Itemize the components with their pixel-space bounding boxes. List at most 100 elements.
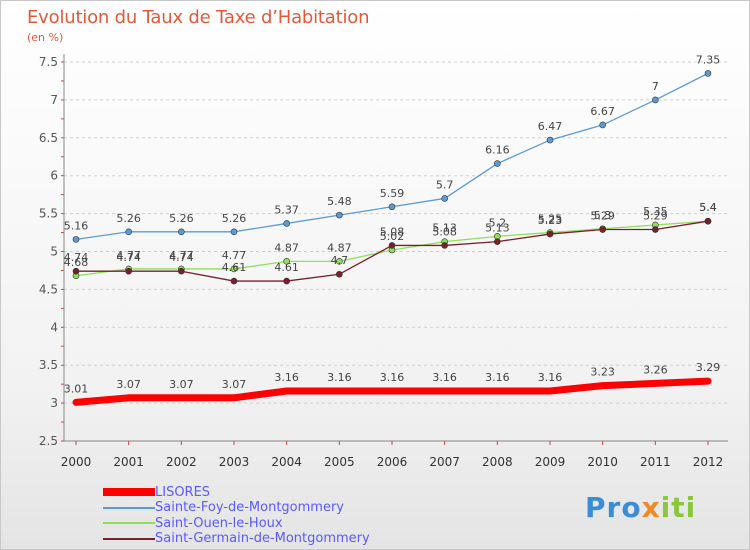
data-label: 3.16	[538, 371, 563, 384]
axes: 2.5 3 3.5 4 4.5 5 5.5 6 6.5 7 7.5 2000 2001 2002 2003 2…	[39, 54, 728, 469]
series-points	[72, 70, 712, 285]
data-label: 5.13	[432, 222, 457, 235]
data-label: 5.37	[274, 203, 299, 216]
logo-part: iti	[660, 491, 697, 524]
data-label: 4.7	[331, 254, 349, 267]
x-tick-label: 2003	[219, 455, 250, 469]
data-point	[546, 136, 554, 144]
data-point	[441, 242, 448, 249]
data-label: 5.16	[64, 219, 89, 232]
data-label: 5.29	[643, 210, 668, 223]
data-label: 7.35	[696, 53, 721, 66]
x-tick-label: 2011	[640, 455, 671, 469]
x-tick-label: 2008	[482, 455, 513, 469]
legend-item-sainte-foy: Sainte-Foy-de-Montgommery	[103, 500, 370, 515]
data-label: 6.67	[590, 105, 615, 118]
data-label: 5.02	[380, 230, 405, 243]
data-point	[599, 226, 606, 233]
data-label: 4.87	[274, 241, 299, 254]
data-label: 4.61	[274, 261, 299, 274]
data-point	[283, 220, 290, 227]
data-label: 3.07	[222, 378, 247, 391]
data-point	[336, 258, 343, 265]
data-point	[546, 230, 554, 238]
data-label: 5.13	[485, 222, 510, 235]
data-label: 5.08	[380, 225, 405, 238]
data-point	[336, 211, 343, 219]
data-point	[388, 203, 396, 211]
data-label: 3.01	[64, 382, 89, 395]
chart-title: Evolution du Taux de Taxe d’Habitation	[27, 7, 370, 28]
data-label: 5.29	[590, 210, 615, 223]
x-tick-label: 2005	[324, 455, 355, 469]
data-point	[441, 195, 448, 202]
data-point	[72, 267, 80, 275]
data-point	[283, 277, 290, 285]
series-line-0	[72, 377, 712, 406]
y-tick-label: 3	[50, 396, 58, 410]
legend-swatch-sainte-foy	[103, 506, 155, 509]
logo-part: Pro	[585, 491, 642, 524]
y-tick-label: 5.5	[39, 207, 58, 221]
x-tick-label: 2010	[587, 455, 618, 469]
legend-label: Saint-Germain-de-Montgommery	[155, 531, 370, 546]
data-label: 5.48	[327, 195, 352, 208]
data-point	[704, 217, 712, 225]
y-tick-label: 4	[50, 320, 58, 334]
data-label: 7	[652, 80, 659, 93]
y-tick-label: 7	[50, 93, 58, 107]
legend: LISORES Sainte-Foy-de-Montgommery Saint-…	[103, 485, 370, 547]
data-point	[125, 267, 132, 275]
legend-swatch-lisores	[103, 488, 155, 496]
data-point	[599, 121, 606, 129]
data-label: 5.4	[699, 201, 717, 214]
data-label: 5.26	[116, 212, 141, 225]
y-tick-label: 3.5	[39, 358, 58, 372]
data-label: 4.77	[169, 249, 194, 262]
data-label: 3.26	[643, 363, 668, 376]
x-tick-label: 2007	[429, 455, 460, 469]
data-point	[178, 267, 185, 275]
data-label: 5.35	[643, 205, 668, 218]
data-point	[494, 238, 501, 245]
data-point	[652, 226, 659, 233]
chart-unit: (en %)	[27, 31, 64, 44]
y-tick-label: 6	[50, 169, 58, 183]
data-point	[125, 228, 132, 236]
data-label: 4.77	[116, 249, 141, 262]
x-tick-label: 2004	[271, 455, 302, 469]
logo-part: x	[641, 491, 661, 524]
data-label: 3.23	[590, 366, 615, 379]
data-point	[72, 236, 80, 243]
data-label: 5.2	[489, 216, 507, 229]
x-tick-label: 2012	[693, 455, 724, 469]
data-point	[704, 70, 712, 77]
data-point	[178, 228, 185, 236]
data-label: 4.74	[64, 251, 89, 264]
data-label: 5.25	[538, 213, 563, 226]
data-labels: 3.01 3.07 3.07 3.07 3.16 3.16 3.16 3.16 3.16 3.16…	[64, 53, 721, 395]
y-tick-label: 2.5	[39, 434, 58, 448]
data-point	[494, 160, 501, 167]
data-label: 6.16	[485, 144, 510, 157]
data-point	[230, 228, 238, 236]
data-point	[230, 265, 238, 273]
data-point	[336, 270, 343, 278]
proxiti-logo: Proxiti	[585, 491, 696, 524]
data-label: 4.87	[327, 241, 352, 254]
x-tick-label: 2001	[113, 455, 144, 469]
data-label: 3.07	[116, 378, 141, 391]
data-point	[283, 258, 290, 265]
data-label: 5.08	[432, 225, 457, 238]
data-label: 3.16	[485, 371, 510, 384]
legend-item-saint-ouen: Saint-Ouen-le-Houx	[103, 515, 370, 531]
data-label: 4.68	[64, 256, 89, 269]
legend-label: Saint-Ouen-le-Houx	[155, 515, 283, 531]
y-tick-label: 6.5	[39, 131, 58, 145]
data-label: 3.07	[169, 378, 194, 391]
data-label: 5.3	[594, 209, 612, 222]
x-tick-label: 2000	[61, 455, 92, 469]
data-label: 3.16	[274, 371, 299, 384]
